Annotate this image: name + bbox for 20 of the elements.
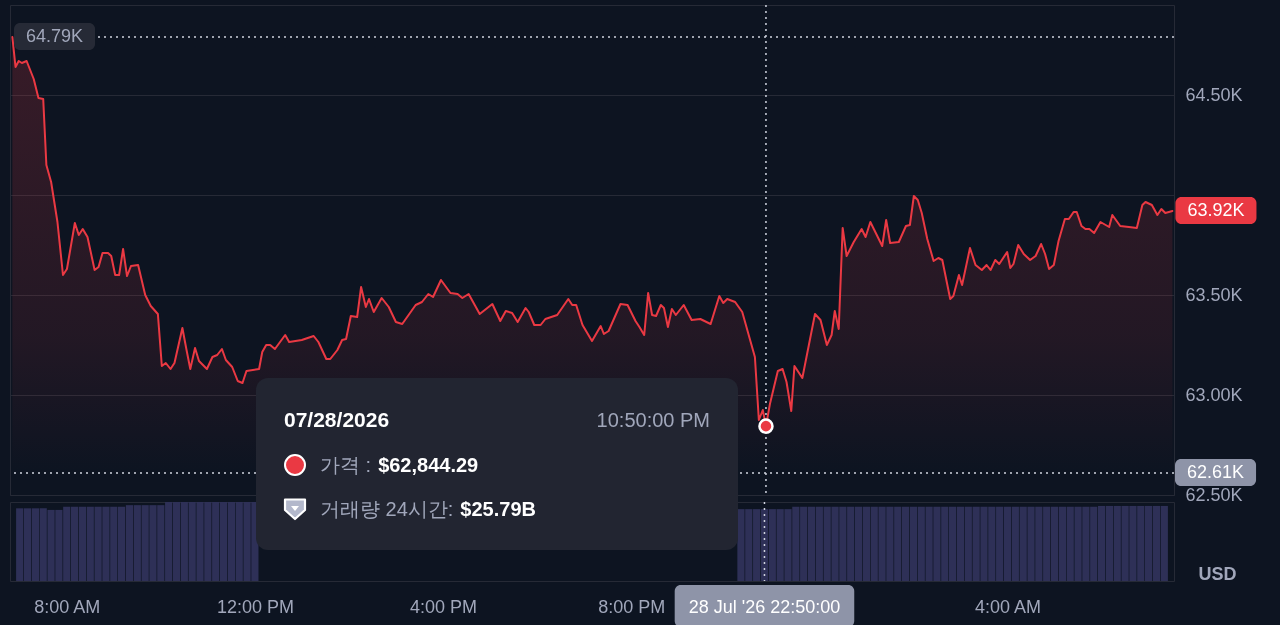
- ref-line-label: 62.61K: [1186, 462, 1245, 482]
- annotation: 10:50:00 PM: [596, 408, 710, 432]
- annotation: 거래량 24시간:: [320, 498, 454, 520]
- x-tick-label: 8:00 PM: [598, 596, 666, 617]
- annotation: 07/28/2026: [284, 407, 390, 433]
- y-tick-label: 63.50K: [1185, 284, 1243, 305]
- ref-line-label: 64.79K: [25, 26, 84, 46]
- x-tick-label: 4:00 PM: [410, 596, 478, 617]
- y-tick-label: 63.00K: [1185, 384, 1243, 405]
- annotation: 63.92K: [1187, 200, 1245, 220]
- y-tick-label: 64.50K: [1185, 84, 1243, 105]
- annotation: 가격 :: [320, 454, 372, 476]
- y-tick-label: 62.50K: [1185, 484, 1243, 505]
- x-tick-label: 8:00 AM: [34, 596, 101, 617]
- x-tick-label: 12:00 PM: [216, 596, 294, 617]
- ref-line-label: 28 Jul '26 22:50:00: [688, 597, 841, 617]
- annotation: $25.79B: [460, 498, 536, 520]
- x-tick-label: 4:00 AM: [974, 596, 1042, 617]
- y-axis-title: USD: [1198, 563, 1237, 584]
- annotation: $62,844.29: [378, 454, 479, 476]
